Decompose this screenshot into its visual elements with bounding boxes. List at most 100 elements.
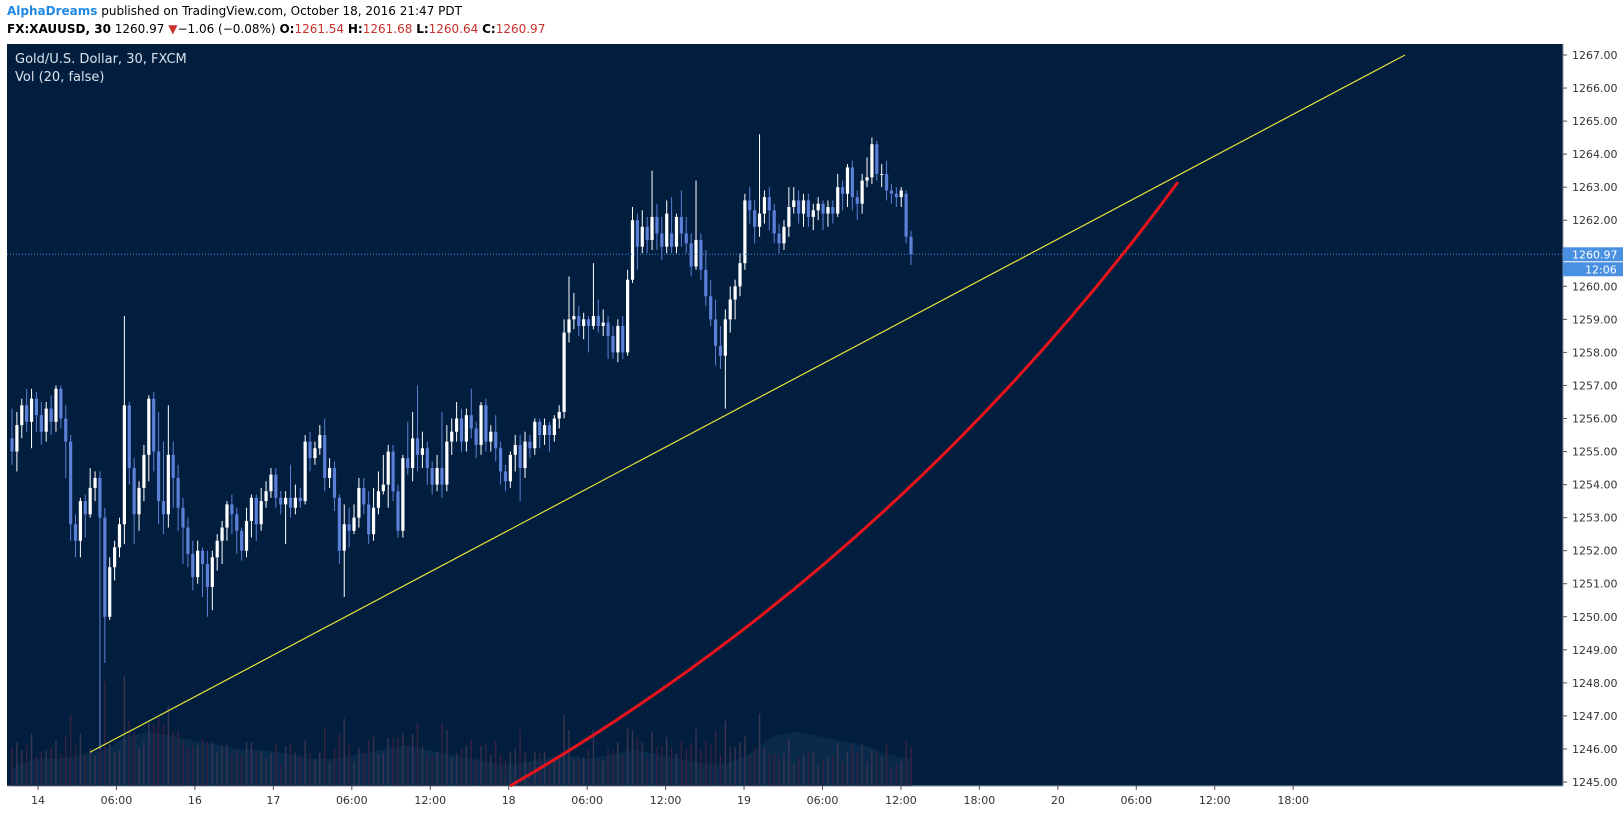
y-tick-label: 1250.00 — [1572, 611, 1618, 624]
candle-body — [655, 216, 659, 234]
candle-body — [567, 319, 571, 333]
candle-body — [254, 497, 258, 525]
y-tick-label: 1246.00 — [1572, 743, 1618, 756]
candle-body — [181, 507, 185, 528]
candle-body — [332, 468, 337, 498]
candle-body — [430, 468, 434, 485]
candle-body — [621, 325, 625, 353]
candle-body — [103, 517, 107, 617]
candle-body — [196, 550, 200, 578]
candle-body — [611, 335, 615, 353]
candle-body — [147, 398, 151, 455]
candle-body — [244, 520, 249, 551]
x-tick-label: 14 — [31, 794, 45, 807]
author-link[interactable]: AlphaDreams — [7, 4, 98, 18]
candle-body — [748, 200, 752, 211]
candle-body — [704, 269, 708, 297]
candle-body — [709, 296, 713, 320]
candle-body — [469, 415, 473, 429]
candle-body — [54, 388, 58, 422]
candle-body — [757, 213, 762, 227]
candle-body — [508, 454, 512, 482]
y-tick-label: 1263.00 — [1572, 181, 1618, 194]
candle-body — [386, 451, 390, 485]
candle-body — [738, 263, 742, 287]
candle-body — [318, 435, 322, 449]
candle-body — [137, 487, 141, 515]
candle-body — [591, 316, 596, 326]
candle-body — [230, 504, 234, 515]
candle-body — [723, 319, 727, 356]
candle-body — [836, 187, 840, 214]
candle-body — [904, 193, 908, 237]
candle-body — [49, 408, 53, 422]
candle-body — [792, 200, 796, 208]
candle-body — [860, 180, 864, 204]
candle-body — [411, 438, 415, 469]
x-tick-label: 19 — [737, 794, 751, 807]
candle-body — [533, 421, 537, 449]
candle-body — [484, 405, 488, 442]
candle-body — [152, 398, 156, 452]
x-tick-label: 16 — [188, 794, 202, 807]
candle-body — [669, 233, 674, 247]
candle-body — [840, 187, 845, 194]
y-tick-label: 1266.00 — [1572, 82, 1618, 95]
candle-body — [288, 497, 293, 508]
candle-body — [518, 444, 522, 469]
candle-body — [327, 468, 332, 478]
open-label: O: — [279, 22, 295, 36]
candle-body — [420, 448, 425, 455]
candle-body — [117, 524, 122, 548]
low-label: L: — [416, 22, 429, 36]
candle-body — [396, 491, 400, 531]
candle-body — [542, 425, 547, 436]
candle-body — [596, 316, 600, 326]
y-tick-label: 1249.00 — [1572, 644, 1618, 657]
candle-body — [743, 200, 747, 264]
candle-body — [59, 388, 63, 419]
candle-body — [274, 474, 278, 498]
candle-body — [855, 197, 859, 204]
countdown-label: 12:06 — [1585, 263, 1617, 276]
candle-body — [762, 197, 767, 214]
candle-body — [635, 220, 639, 247]
candle-body — [767, 197, 771, 211]
candle-body — [191, 553, 195, 578]
candle-body — [122, 405, 126, 525]
candle-body — [582, 319, 586, 326]
publish-info: AlphaDreams published on TradingView.com… — [7, 4, 462, 18]
candle-body — [694, 240, 698, 267]
candle-body — [15, 425, 19, 452]
candle-body — [34, 398, 39, 416]
candle-body — [684, 233, 688, 244]
y-tick-label: 1256.00 — [1572, 413, 1618, 426]
candle-body — [293, 497, 297, 508]
candle-body — [572, 316, 576, 320]
candle-body — [660, 233, 664, 247]
candle-body — [113, 547, 117, 568]
candle-body — [753, 210, 757, 227]
candle-body — [909, 236, 913, 255]
candle-body — [73, 524, 78, 541]
candle-body — [171, 454, 175, 478]
candle-body — [679, 216, 683, 234]
y-tick-label: 1245.00 — [1572, 776, 1618, 789]
x-tick-label: 06:00 — [807, 794, 839, 807]
candle-body — [821, 203, 825, 214]
candle-body — [337, 497, 341, 551]
plot-area — [7, 44, 1563, 786]
chart-header: AlphaDreams published on TradingView.com… — [0, 0, 1623, 44]
candle-body — [20, 405, 24, 426]
candle-body — [210, 557, 214, 588]
candle-body — [899, 190, 903, 198]
candle-body — [161, 501, 166, 515]
candle-body — [489, 431, 493, 442]
high-value: 1261.68 — [362, 22, 413, 36]
candle-body — [235, 514, 239, 531]
candle-body — [782, 226, 786, 244]
y-tick-label: 1253.00 — [1572, 512, 1618, 525]
candle-body — [464, 415, 468, 442]
time-axis — [7, 786, 1563, 810]
